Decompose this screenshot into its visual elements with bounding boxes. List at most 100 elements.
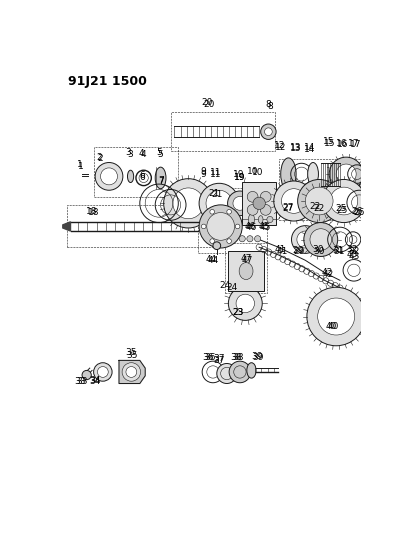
Text: 91J21 1500: 91J21 1500	[68, 75, 147, 88]
Circle shape	[122, 363, 140, 381]
Text: 8: 8	[265, 100, 271, 109]
Circle shape	[291, 225, 318, 253]
Text: 39: 39	[251, 353, 263, 362]
Polygon shape	[119, 360, 145, 384]
Ellipse shape	[246, 363, 255, 378]
Bar	[278, 159, 363, 220]
Text: 2: 2	[97, 154, 102, 163]
Circle shape	[97, 367, 108, 377]
Text: 8: 8	[267, 102, 273, 111]
Text: 13: 13	[290, 144, 301, 153]
Text: 25: 25	[336, 206, 347, 215]
Circle shape	[246, 236, 252, 242]
Text: 24: 24	[226, 283, 237, 292]
Circle shape	[329, 187, 357, 215]
Text: 33: 33	[76, 377, 87, 386]
Circle shape	[247, 205, 257, 215]
Circle shape	[273, 181, 313, 221]
Bar	[228, 251, 263, 291]
Circle shape	[328, 157, 362, 191]
Text: 14: 14	[303, 145, 314, 154]
Circle shape	[172, 188, 203, 219]
Text: 42: 42	[320, 268, 332, 277]
Text: 21: 21	[211, 190, 222, 199]
Text: 19: 19	[233, 173, 245, 182]
Circle shape	[239, 236, 245, 242]
Text: 4: 4	[138, 149, 144, 158]
Ellipse shape	[307, 163, 318, 185]
Text: 18: 18	[88, 208, 99, 217]
Text: 44: 44	[207, 256, 218, 265]
Circle shape	[201, 224, 205, 229]
Circle shape	[235, 224, 239, 229]
Text: 15: 15	[322, 137, 333, 146]
Circle shape	[233, 196, 246, 210]
Ellipse shape	[280, 158, 296, 190]
Text: 27: 27	[281, 204, 293, 213]
Circle shape	[209, 209, 214, 214]
Text: 7: 7	[158, 177, 164, 186]
Text: 24: 24	[219, 281, 230, 290]
Text: 2: 2	[96, 152, 101, 161]
Circle shape	[266, 216, 272, 223]
Circle shape	[260, 124, 275, 140]
Circle shape	[305, 187, 332, 215]
Text: 16: 16	[335, 139, 346, 148]
Bar	[93, 147, 178, 197]
Text: 4: 4	[140, 150, 146, 159]
Text: 43: 43	[347, 252, 358, 261]
Ellipse shape	[155, 167, 166, 189]
Text: 31: 31	[331, 246, 342, 255]
Text: 45: 45	[259, 223, 270, 232]
Text: 43: 43	[346, 251, 357, 260]
Circle shape	[198, 183, 239, 223]
Circle shape	[317, 298, 354, 335]
Text: 38: 38	[231, 353, 243, 362]
Text: 33: 33	[74, 377, 85, 386]
Text: 30: 30	[312, 245, 323, 254]
Text: 39: 39	[251, 352, 262, 361]
Text: 45: 45	[258, 222, 269, 231]
Circle shape	[227, 191, 251, 216]
Ellipse shape	[248, 214, 254, 225]
Circle shape	[306, 287, 365, 346]
Text: 22: 22	[313, 204, 324, 213]
Circle shape	[254, 236, 260, 242]
Text: 16: 16	[336, 140, 347, 149]
Text: 11: 11	[210, 169, 221, 179]
Text: 12: 12	[274, 143, 286, 151]
Text: 6: 6	[139, 173, 145, 182]
Text: 35: 35	[126, 351, 138, 360]
Text: 13: 13	[290, 143, 301, 151]
Text: 34: 34	[89, 376, 101, 385]
Bar	[242, 182, 275, 225]
Circle shape	[100, 168, 117, 185]
Text: 6: 6	[139, 171, 145, 180]
Text: 46: 46	[245, 223, 257, 232]
Circle shape	[226, 209, 231, 214]
Circle shape	[95, 163, 123, 190]
Text: 19: 19	[232, 169, 243, 179]
Text: 1: 1	[77, 160, 83, 169]
Circle shape	[303, 223, 337, 256]
Text: 27: 27	[281, 203, 293, 212]
Polygon shape	[335, 185, 345, 216]
Circle shape	[209, 239, 214, 244]
Text: 12: 12	[273, 141, 285, 150]
Text: 32: 32	[347, 247, 358, 255]
Text: 25: 25	[334, 204, 346, 213]
Ellipse shape	[258, 216, 262, 223]
Circle shape	[309, 229, 331, 251]
Text: 40: 40	[326, 322, 338, 331]
Text: 10: 10	[251, 168, 263, 177]
Text: 32: 32	[345, 245, 356, 254]
Bar	[197, 188, 266, 253]
Bar	[67, 205, 213, 247]
Text: 47: 47	[240, 254, 251, 263]
Text: 42: 42	[322, 270, 333, 279]
Text: 46: 46	[244, 222, 255, 231]
Text: 9: 9	[200, 167, 205, 176]
Text: 23: 23	[231, 308, 243, 317]
Circle shape	[206, 213, 234, 240]
Text: 23: 23	[231, 308, 243, 317]
